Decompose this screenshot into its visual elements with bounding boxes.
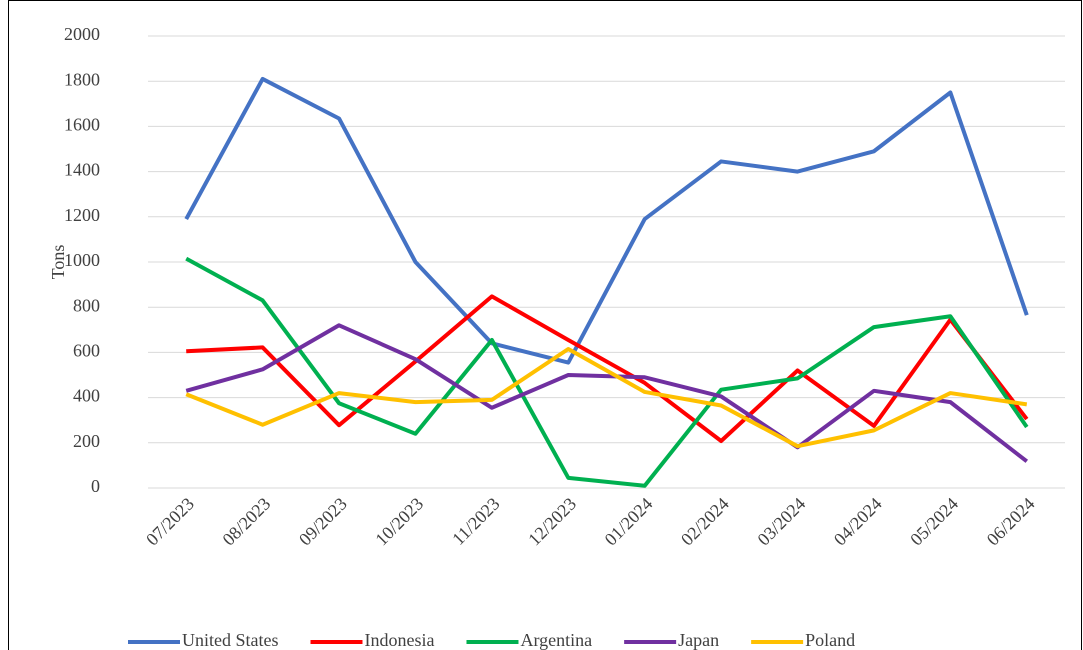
series-line <box>185 256 1029 488</box>
y-tick-label: 400 <box>73 386 100 406</box>
y-tick-label: 800 <box>73 295 100 315</box>
y-axis-label: Tons <box>48 245 68 280</box>
series-line <box>185 323 1029 463</box>
legend-label: Indonesia <box>365 630 435 650</box>
y-tick-label: 1000 <box>64 250 100 270</box>
y-tick-label: 0 <box>91 476 100 496</box>
y-tick-label: 1400 <box>64 160 100 180</box>
y-tick-label: 1800 <box>64 69 100 89</box>
y-tick-label: 600 <box>73 341 100 361</box>
legend-label: Poland <box>805 630 855 650</box>
y-tick-label: 1200 <box>64 205 100 225</box>
legend-label: Japan <box>678 630 719 650</box>
y-tick-label: 200 <box>73 431 100 451</box>
legend-label: Argentina <box>520 630 592 650</box>
series-line <box>185 347 1028 449</box>
series-line <box>186 294 1029 443</box>
y-tick-label: 1600 <box>64 115 100 135</box>
y-tick-label: 2000 <box>64 24 100 44</box>
series-line <box>184 76 1029 365</box>
legend-label: United States <box>182 630 279 650</box>
